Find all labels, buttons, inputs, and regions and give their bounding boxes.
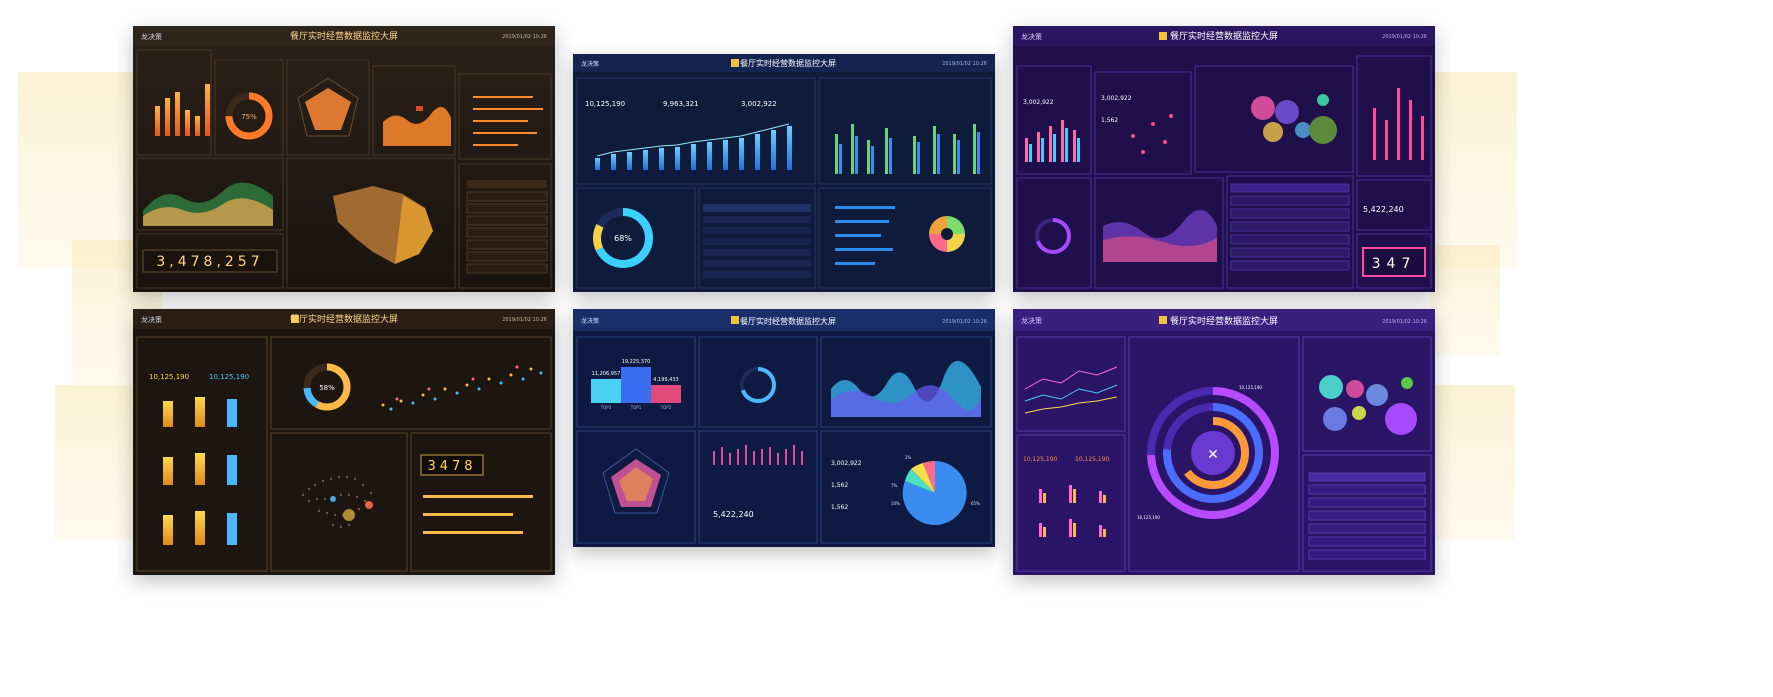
- progress-list: [835, 206, 895, 265]
- logo: 龙决策: [1021, 32, 1042, 41]
- dashboard-title: 餐厅实时经营数据监控大屏: [1170, 30, 1278, 42]
- donut-chart: 75%: [225, 92, 273, 140]
- svg-text:TOP3: TOP3: [600, 405, 612, 410]
- decor-glow: [1432, 72, 1517, 268]
- progress-list: [423, 495, 533, 534]
- china-dot-map: [301, 475, 373, 529]
- bubble-chart: [1251, 94, 1337, 144]
- svg-text:58%: 58%: [319, 384, 335, 392]
- svg-text:TOP1: TOP1: [630, 405, 642, 410]
- date-display: 2019/01/02 10:26: [942, 319, 987, 325]
- svg-text:75%: 75%: [241, 113, 257, 121]
- bar-chart: [1025, 120, 1080, 162]
- kpi-value: 1,562: [831, 482, 848, 489]
- area-chart: [383, 106, 451, 146]
- svg-text:19,225,370: 19,225,370: [622, 359, 651, 365]
- dashboard-screenshot-orange-2[interactable]: 龙决策 餐厅实时经营数据监控大屏 2019/01/02 10:26 10,125…: [133, 309, 555, 575]
- kpi-value: 10,125,190: [1075, 456, 1110, 463]
- radar-chart: [602, 448, 670, 514]
- svg-text:68%: 68%: [614, 234, 632, 243]
- svg-text:TOP2: TOP2: [660, 405, 672, 410]
- progress-list: [473, 96, 543, 146]
- big-value: 5,422,240: [713, 510, 754, 519]
- dashboard-screenshot-blue[interactable]: 龙决策 餐厅实时经营数据监控大屏 2019/01/02 10:26 10,125…: [573, 54, 995, 292]
- kpi-value: 3,002,922: [741, 100, 777, 108]
- mini-bar-chart: [1039, 485, 1106, 537]
- dashboard-title: 餐厅实时经营数据监控大屏: [290, 30, 398, 42]
- logo: 龙决策: [1021, 316, 1042, 325]
- pie-chart: [902, 460, 967, 525]
- dashboard-title: 餐厅实时经营数据监控大屏: [290, 313, 398, 325]
- dashboard-screenshot-blue-2[interactable]: 龙决策 餐厅实时经营数据监控大屏 2019/01/02 10:26 11,206…: [573, 309, 995, 547]
- kpi-value: 10,125,190: [585, 100, 625, 108]
- digit-counter: 347: [1372, 256, 1417, 272]
- big-value: 5,422,240: [1363, 205, 1404, 214]
- decor-glow: [1430, 245, 1500, 355]
- svg-text:✕: ✕: [1207, 447, 1219, 463]
- bar-chart: [595, 126, 792, 170]
- svg-text:7%: 7%: [891, 483, 898, 488]
- line-chart: [1024, 366, 1118, 414]
- date-display: 2019/01/02 10:26: [1382, 319, 1427, 325]
- bar-chart: [713, 445, 803, 465]
- logo: 龙决策: [581, 60, 599, 68]
- cylinder-chart: [163, 397, 237, 545]
- svg-text:10,125,190: 10,125,190: [1239, 385, 1262, 390]
- svg-text:10%: 10%: [891, 501, 900, 506]
- grouped-bar-chart: [835, 124, 980, 174]
- svg-text:11,206,957: 11,206,957: [592, 371, 621, 377]
- logo: 龙决策: [141, 315, 162, 324]
- kpi-value: 3,002,922: [1023, 99, 1054, 106]
- kpi-value: 1,562: [1101, 117, 1118, 124]
- ring-chart: [740, 367, 776, 403]
- bar-chart: [155, 84, 210, 136]
- svg-text:10,125,190: 10,125,190: [1137, 515, 1160, 520]
- bubble-chart: [1319, 375, 1417, 435]
- kpi-value: 3,002,922: [831, 460, 862, 467]
- date-display: 2019/01/02 10:26: [502, 317, 547, 323]
- digit-counter: 3478: [427, 459, 476, 474]
- decor-glow: [18, 72, 148, 268]
- date-display: 2019/01/02 10:26: [502, 34, 547, 40]
- logo: 龙决策: [141, 32, 162, 41]
- date-display: 2019/01/02 10:26: [1382, 34, 1427, 40]
- scatter-chart: [381, 365, 543, 411]
- date-display: 2019/01/02 10:26: [942, 61, 987, 67]
- donut-chart: 58%: [303, 363, 351, 411]
- pie-chart: [929, 216, 965, 252]
- decor-glow: [1430, 385, 1515, 540]
- map-dots: [1131, 114, 1173, 154]
- concentric-ring-chart: ✕: [1147, 387, 1279, 519]
- big-digit-counter: 3,478,257: [156, 254, 263, 270]
- dashboard-screenshot-orange[interactable]: 龙决策 餐厅实时经营数据监控大屏 2019/01/02 10:26 75%: [133, 26, 555, 292]
- top3-bar-chart: 11,206,957 19,225,370 4,199,433 TOP3 TOP…: [591, 359, 681, 410]
- dashboard-title: 餐厅实时经营数据监控大屏: [740, 316, 836, 326]
- dashboard-title: 餐厅实时经营数据监控大屏: [1170, 315, 1278, 327]
- svg-text:65%: 65%: [971, 501, 980, 506]
- kpi-value: 10,125,190: [149, 373, 189, 381]
- logo: 龙决策: [581, 317, 599, 325]
- bar-chart-right: [1373, 88, 1424, 160]
- kpi-value: 9,963,321: [663, 100, 699, 108]
- kpi-value: 1,562: [831, 504, 848, 511]
- svg-text:2%: 2%: [905, 455, 912, 460]
- dashboard-screenshot-purple[interactable]: 龙决策 餐厅实时经营数据监控大屏 2019/01/02 10:26 3,002,…: [1013, 26, 1435, 292]
- dashboard-title: 餐厅实时经营数据监控大屏: [740, 58, 836, 68]
- radar-chart: [297, 77, 359, 137]
- kpi-value: 10,125,190: [209, 373, 249, 381]
- kpi-value: 3,002,922: [1101, 95, 1132, 102]
- svg-text:4,199,433: 4,199,433: [653, 377, 678, 383]
- kpi-value: 10,125,190: [1023, 456, 1058, 463]
- dashboard-screenshot-violet[interactable]: 龙决策 餐厅实时经营数据监控大屏 2019/01/02 10:26 10,125…: [1013, 309, 1435, 575]
- donut-chart: 68%: [593, 208, 653, 268]
